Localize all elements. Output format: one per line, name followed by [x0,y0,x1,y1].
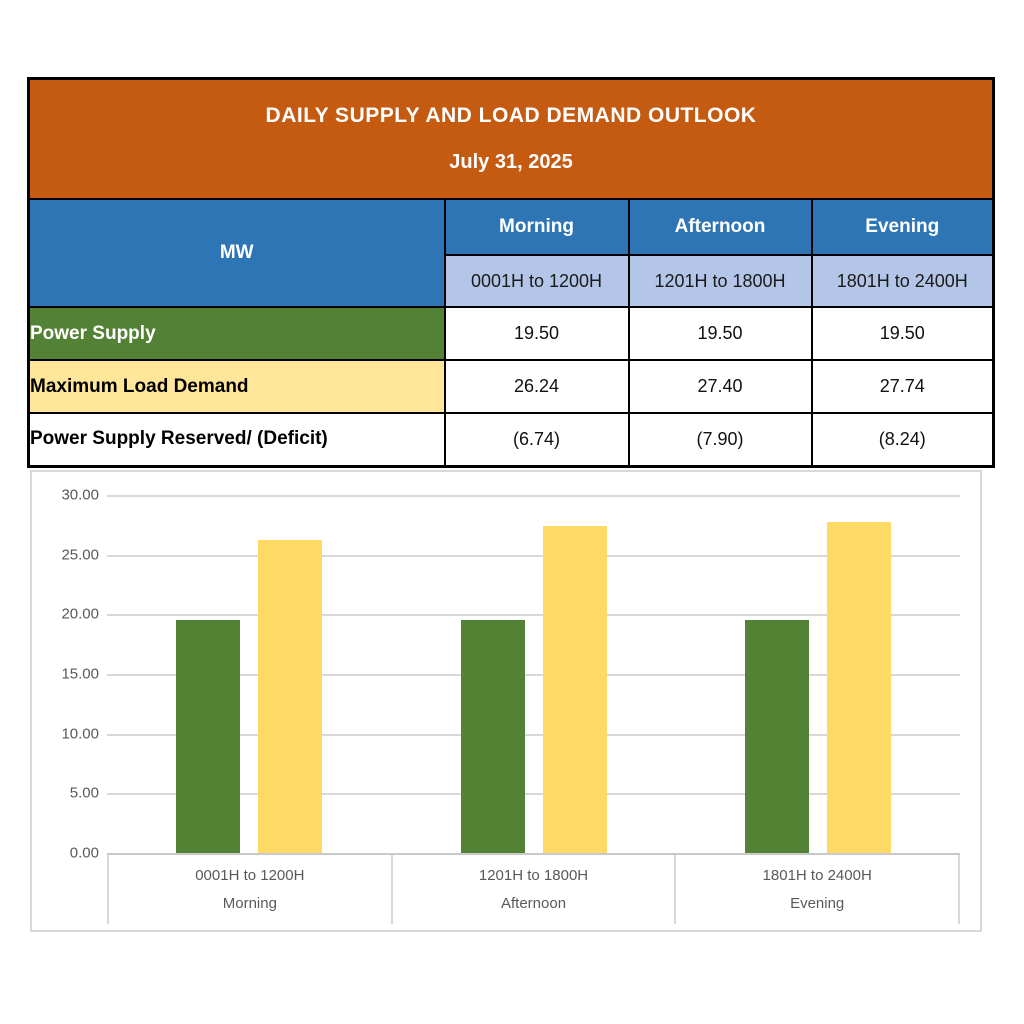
bar-maximum-load-demand-afternoon [542,526,607,853]
row-label-power-supply: Power Supply [27,306,446,361]
period-range-afternoon: 1201H to 1800H [627,254,813,308]
x-category-range-label: 1801H to 2400H [762,866,872,884]
gridline [107,554,960,557]
gridline [107,733,960,736]
gridline [107,614,960,617]
y-tick-label: 0.00 [69,844,99,862]
y-tick-label: 20.00 [61,605,99,623]
unit-header-cell: MW [27,198,446,308]
x-category-period-label: Evening [790,895,845,913]
x-category-range-label: 1201H to 1800H [478,866,589,884]
bar-power-supply-afternoon [460,620,525,853]
plot-area: 0.00 5.00 10.00 15.00 20.00 25.00 30.00 [61,487,960,862]
y-tick-label: 25.00 [61,546,99,564]
value-deficit-evening: (8.24) [810,412,995,467]
daily-outlook-table: DAILY SUPPLY AND LOAD DEMAND OUTLOOK Jul… [27,77,996,468]
period-header-morning: Morning [443,198,630,256]
table-header-banner: DAILY SUPPLY AND LOAD DEMAND OUTLOOK Jul… [27,77,995,200]
x-axis: 0001H to 1200H Morning 1201H to 1800H After… [107,853,961,924]
x-category-afternoon: 1201H to 1800H Afternoon [393,855,677,924]
row-label-reserve-deficit: Power Supply Reserved/ (Deficit) [27,412,446,467]
x-category-morning: 0001H to 1200H Morning [107,855,393,924]
y-tick-label: 10.00 [61,725,99,743]
value-demand-evening: 27.74 [810,359,995,414]
bar-maximum-load-demand-morning [258,539,323,853]
table-date: July 31, 2025 [449,151,573,174]
value-deficit-afternoon: (7.90) [627,412,813,467]
gridline [107,793,960,796]
value-demand-morning: 26.24 [443,359,630,414]
period-range-morning: 0001H to 1200H [443,254,630,308]
table-title: DAILY SUPPLY AND LOAD DEMAND OUTLOOK [265,103,757,127]
supply-demand-bar-chart: 0.00 5.00 10.00 15.00 20.00 25.00 30.00 0001H … [30,470,982,932]
value-supply-afternoon: 19.50 [627,306,813,361]
bar-power-supply-morning [176,620,241,853]
y-tick-label: 15.00 [61,665,99,683]
value-deficit-morning: (6.74) [443,412,630,467]
value-supply-evening: 19.50 [810,306,995,361]
period-header-afternoon: Afternoon [627,198,813,256]
period-range-evening: 1801H to 2400H [810,254,995,308]
x-category-period-label: Afternoon [500,895,567,913]
x-category-period-label: Morning [222,895,277,913]
y-tick-label: 30.00 [61,486,99,504]
table-row-max-load-demand: Maximum Load Demand 26.24 27.40 27.74 [27,359,995,414]
bar-maximum-load-demand-evening [826,521,891,853]
table-row-power-supply: Power Supply 19.50 19.50 19.50 [27,306,995,361]
gridline [107,674,960,676]
y-tick-label: 5.00 [69,784,99,802]
gridline [107,495,960,497]
bar-power-supply-evening [744,620,809,853]
period-header-evening: Evening [810,198,995,256]
row-label-max-load-demand: Maximum Load Demand [27,359,446,414]
x-category-evening: 1801H to 2400H Evening [676,855,961,924]
value-demand-afternoon: 27.40 [627,359,813,414]
x-category-range-label: 0001H to 1200H [195,866,305,884]
value-supply-morning: 19.50 [443,306,630,361]
table-row-reserve-deficit: Power Supply Reserved/ (Deficit) (6.74) … [27,412,995,467]
